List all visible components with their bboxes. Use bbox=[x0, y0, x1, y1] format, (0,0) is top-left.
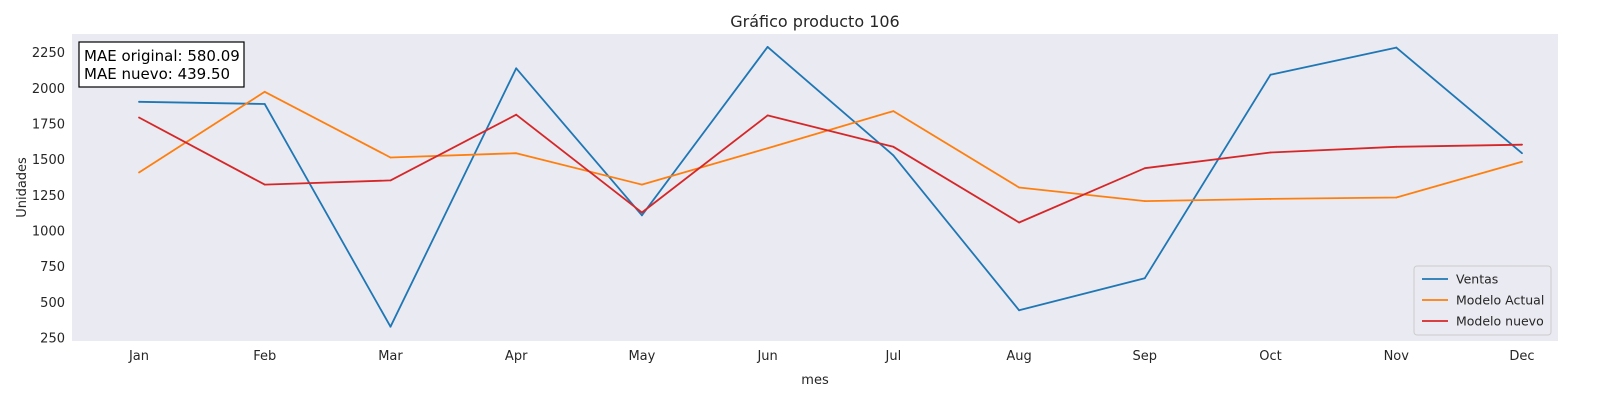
legend-label: Modelo nuevo bbox=[1456, 314, 1544, 329]
data-point bbox=[138, 116, 140, 119]
data-point bbox=[515, 113, 518, 116]
y-tick-label: 1500 bbox=[32, 153, 65, 168]
x-tick-label: Jul bbox=[885, 349, 902, 364]
data-point bbox=[766, 45, 769, 48]
data-point bbox=[1018, 309, 1020, 312]
x-axis-label: mes bbox=[801, 373, 829, 388]
plot-area bbox=[72, 34, 1558, 341]
data-point bbox=[1395, 145, 1398, 148]
data-point bbox=[1269, 198, 1272, 200]
y-tick-label: 2000 bbox=[32, 82, 65, 97]
series-line-ventas bbox=[138, 46, 1523, 328]
x-tick-label: May bbox=[628, 349, 655, 364]
data-point bbox=[263, 183, 266, 186]
annotation-mae-nuevo: MAE nuevo: 439.50 bbox=[84, 65, 230, 83]
data-point bbox=[389, 156, 392, 159]
data-point bbox=[766, 114, 769, 117]
data-point bbox=[1395, 196, 1398, 199]
data-point bbox=[1018, 221, 1020, 224]
data-point bbox=[389, 179, 392, 182]
series-lines bbox=[138, 45, 1523, 328]
data-point bbox=[1269, 73, 1272, 76]
x-axis-ticks: Jan Feb Mar Apr May Jun Jul Aug Sep Oct Nov Dec bbox=[128, 349, 1535, 364]
data-point bbox=[1143, 277, 1146, 280]
data-point bbox=[641, 183, 643, 186]
chart-title: Gráfico producto 106 bbox=[730, 12, 899, 31]
y-axis-ticks: 250 500 750 1000 1250 1500 1750 2000 2250 bbox=[32, 46, 65, 347]
data-point bbox=[1521, 143, 1523, 146]
mae-annotation-box: MAE original: 580.09 MAE nuevo: 439.50 bbox=[78, 41, 245, 88]
y-tick-label: 1000 bbox=[32, 225, 65, 240]
y-tick-label: 250 bbox=[40, 332, 65, 347]
annotation-mae-original: MAE original: 580.09 bbox=[84, 47, 240, 65]
data-point bbox=[1521, 152, 1523, 155]
data-point bbox=[515, 67, 518, 70]
y-tick-label: 1250 bbox=[32, 189, 65, 204]
x-tick-label: Apr bbox=[505, 349, 528, 364]
data-point bbox=[263, 90, 266, 93]
data-point bbox=[1269, 151, 1272, 154]
y-axis-label: Unidades bbox=[15, 157, 30, 218]
data-point bbox=[641, 211, 643, 214]
data-point bbox=[263, 103, 266, 105]
legend-frame bbox=[1413, 265, 1552, 336]
y-tick-label: 1750 bbox=[32, 117, 65, 132]
data-point bbox=[641, 214, 643, 217]
x-tick-label: Dec bbox=[1509, 349, 1534, 364]
chart-legend: Ventas Modelo Actual Modelo nuevo bbox=[1413, 265, 1552, 336]
data-point bbox=[515, 152, 518, 155]
data-point bbox=[892, 145, 895, 148]
x-tick-label: Aug bbox=[1006, 349, 1031, 364]
x-tick-label: Sep bbox=[1133, 349, 1158, 364]
x-tick-label: Feb bbox=[253, 349, 276, 364]
data-point bbox=[389, 325, 392, 328]
data-point bbox=[892, 110, 895, 113]
x-tick-label: Nov bbox=[1384, 349, 1410, 364]
series-line-modelo-actual bbox=[138, 90, 1523, 203]
data-point bbox=[1018, 186, 1020, 189]
annotation-frame bbox=[78, 41, 245, 88]
y-tick-label: 750 bbox=[40, 260, 65, 275]
x-tick-label: Jan bbox=[128, 349, 149, 364]
x-tick-label: Jun bbox=[756, 349, 777, 364]
data-point bbox=[1143, 200, 1146, 202]
x-tick-label: Mar bbox=[378, 349, 403, 364]
y-tick-label: 500 bbox=[40, 296, 65, 311]
data-point bbox=[892, 154, 895, 157]
data-point bbox=[1395, 46, 1398, 49]
data-point bbox=[1521, 160, 1523, 163]
data-point bbox=[138, 171, 140, 174]
x-tick-label: Oct bbox=[1259, 349, 1281, 364]
series-line-modelo-nuevo bbox=[138, 113, 1523, 224]
data-point bbox=[766, 147, 769, 150]
data-point bbox=[1143, 167, 1146, 170]
legend-label: Ventas bbox=[1456, 272, 1498, 287]
data-point bbox=[138, 100, 140, 103]
legend-label: Modelo Actual bbox=[1456, 293, 1544, 308]
y-tick-label: 2250 bbox=[32, 46, 65, 61]
